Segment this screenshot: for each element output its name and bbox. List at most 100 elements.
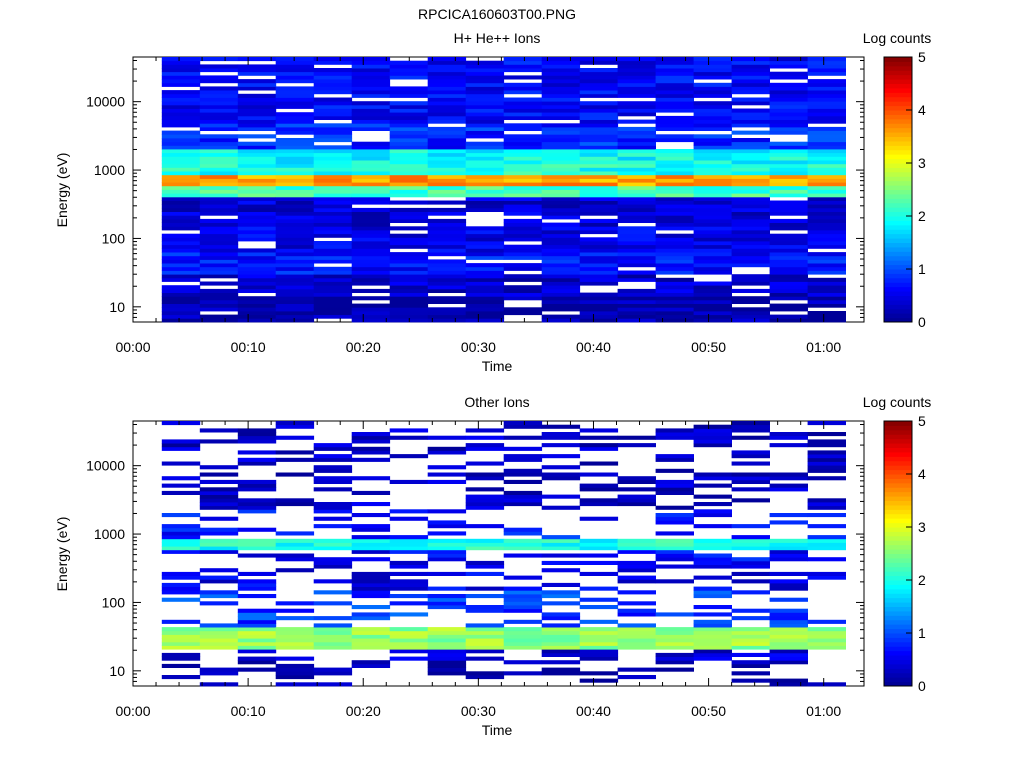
heatmap-cell [503,207,543,212]
heatmap-cell [237,538,277,543]
heatmap-cell [807,281,846,286]
heatmap-cell [655,656,694,661]
heatmap-cell [579,542,619,547]
heatmap-cell [237,299,277,304]
heatmap-cell [617,119,656,124]
heatmap-cell [503,75,543,80]
heatmap-cell [731,171,770,176]
heatmap-cell [655,479,694,484]
heatmap-cell [161,590,201,595]
heatmap-cell [389,160,429,165]
heatmap-cell [731,252,770,257]
heatmap-cell [199,531,239,536]
heatmap-cell [769,274,808,279]
heatmap-cell [389,93,429,98]
heatmap-cell [731,138,770,143]
heatmap-cell [541,104,581,109]
heatmap-cell [465,675,505,680]
heatmap-cell [541,443,581,448]
heatmap-cell [617,601,656,606]
heatmap-cell [389,542,429,547]
heatmap-cell [199,104,239,109]
heatmap-cell [427,189,467,194]
heatmap-cell [389,68,429,73]
heatmap-cell [731,152,770,157]
heatmap-cell [617,57,656,62]
heatmap-cell [541,93,581,98]
heatmap-cell [313,138,353,143]
heatmap-cell [199,149,239,154]
heatmap-cell [275,115,315,120]
heatmap-cell [769,557,808,562]
heatmap-cell [693,263,732,268]
heatmap-cell [427,130,467,135]
heatmap-cell [579,443,619,448]
heatmap-cell [617,579,656,584]
heatmap-cell [199,601,239,606]
heatmap-cell [465,82,505,87]
heatmap-cell [693,538,732,543]
heatmap-cell [161,60,201,65]
heatmap-cell [351,64,391,69]
heatmap-cell [769,101,808,106]
heatmap-cell [199,318,239,323]
heatmap-cell [161,546,201,551]
heatmap-cell [579,487,619,492]
heatmap-cell [237,152,277,157]
colorbar-swatch [884,509,912,515]
x-tick-label: 00:00 [115,339,150,355]
heatmap-cell [275,211,315,216]
heatmap-cell [275,244,315,249]
heatmap-cell [807,97,846,102]
heatmap-cell [503,538,543,543]
heatmap-cell [541,303,581,308]
heatmap-cell [427,630,467,635]
heatmap-cell [655,641,694,646]
heatmap-cell [465,542,505,547]
heatmap-cell [503,454,543,459]
heatmap-cell [427,549,467,554]
heatmap-cell [807,575,846,580]
heatmap-cell [199,193,239,198]
heatmap-cell [655,211,694,216]
heatmap-cell [313,86,353,91]
heatmap-cell [503,222,543,227]
heatmap-cell [389,627,429,632]
heatmap-cell [389,586,429,591]
heatmap-cell [579,292,619,297]
heatmap-cell [161,597,201,602]
heatmap-cell [313,277,353,282]
heatmap-cell [275,193,315,198]
heatmap-cell [161,645,201,650]
heatmap-cell [807,149,846,154]
heatmap-cell [541,215,581,220]
heatmap-cell [617,608,656,613]
heatmap-cell [579,248,619,253]
colorbar-tick-label: 4 [918,466,926,482]
heatmap-cell [807,207,846,212]
heatmap-cell [389,200,429,205]
heatmap-cell [465,608,505,613]
heatmap-cell [807,182,846,187]
heatmap-cell [541,638,581,643]
heatmap-cell [617,590,656,595]
heatmap-cell [693,174,732,179]
heatmap-cell [655,557,694,562]
heatmap-cell [731,149,770,154]
heatmap-cell [503,178,543,183]
heatmap-cell [503,586,543,591]
heatmap-cell [351,141,391,146]
heatmap-cell [807,285,846,290]
heatmap-cell [693,104,732,109]
heatmap-cell [579,222,619,227]
heatmap-cell [807,68,846,73]
heatmap-cell [313,134,353,139]
heatmap-cell [503,252,543,257]
heatmap-cell [693,68,732,73]
heatmap-cell [465,314,505,319]
heatmap-cell [769,638,808,643]
heatmap-cell [579,638,619,643]
heatmap-cell [541,612,581,617]
heatmap-cell [199,255,239,260]
heatmap-cell [731,472,770,477]
